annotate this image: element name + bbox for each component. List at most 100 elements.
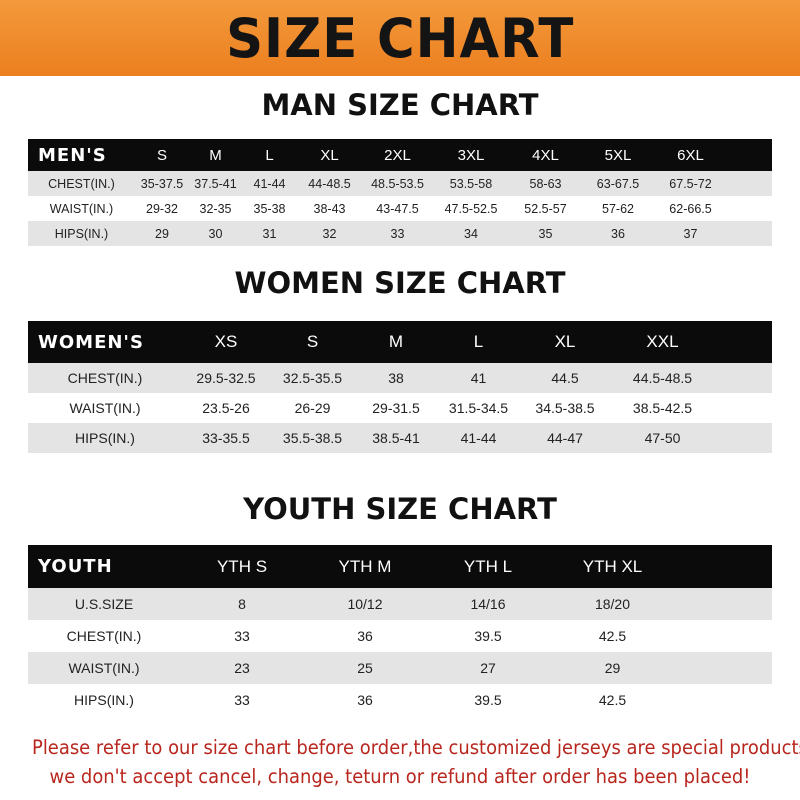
order-notice: Please refer to our size chart before or… [32, 733, 800, 791]
table-cell: YTH M [338, 556, 392, 576]
row-label: CHEST(IN.) [67, 370, 143, 386]
table-cell: 10/12 [347, 596, 383, 612]
table-cell: 4XL [532, 146, 559, 164]
table-cell: YTH XL [582, 556, 643, 576]
table-cell: 31.5-34.5 [448, 400, 509, 416]
table-row: WAIST(IN.) 23.5-26 26-29 29-31.5 31.5-34.5 34… [28, 393, 772, 423]
table-cell: 38.5-41 [372, 430, 420, 446]
row-label: WOMEN'S [38, 331, 144, 353]
row-label: CHEST(IN.) [48, 176, 115, 191]
table-cell: 29 [155, 226, 169, 241]
table-cell: 36 [611, 226, 625, 241]
table-cell: 3XL [457, 146, 485, 164]
row-label: HIPS(IN.) [54, 226, 109, 241]
table-cell: 26-29 [294, 400, 331, 416]
table-cell: S [306, 332, 319, 351]
table-cell: YTH L [463, 556, 513, 576]
women-section-title: WOMEN SIZE CHART [234, 266, 566, 300]
table-row: CHEST(IN.) 35-37.5 37.5-41 41-44 44-48.5 48.5… [28, 171, 772, 196]
notice-line-1: Please refer to our size chart before or… [32, 736, 800, 759]
table-cell: 23.5-26 [202, 400, 250, 416]
men-size-table: MEN'S S M L XL 2XL 3XL 4XL 5XL 6XL CHEST(IN.) 35-37… [28, 139, 772, 246]
table-cell: 63-67.5 [596, 176, 640, 191]
row-label: MEN'S [38, 144, 107, 166]
table-row: HIPS(IN.) 33 36 39.5 42.5 [28, 684, 772, 716]
table-cell: 6XL [677, 146, 704, 164]
table-cell: 29-32 [146, 201, 178, 216]
table-cell: 33-35.5 [202, 430, 250, 446]
table-cell: 35-37.5 [140, 176, 184, 191]
table-cell: L [473, 332, 484, 351]
youth-section-title: YOUTH SIZE CHART [243, 492, 557, 526]
row-label: HIPS(IN.) [74, 692, 134, 708]
table-cell: XXL [646, 332, 679, 351]
table-cell: 32 [322, 226, 337, 241]
notice-line-2: we don't accept cancel, change, teturn o… [49, 765, 751, 788]
table-cell: 31 [262, 226, 277, 241]
table-row: CHEST(IN.) 29.5-32.5 32.5-35.5 38 41 44.5 44.5… [28, 363, 772, 393]
table-cell: 5XL [604, 146, 632, 164]
table-cell: 32-35 [199, 201, 232, 216]
table-cell: 36 [357, 628, 373, 644]
table-cell: 34 [464, 226, 478, 241]
table-cell: 33 [234, 692, 250, 708]
table-cell: 36 [357, 692, 373, 708]
table-cell: 34.5-38.5 [535, 400, 595, 416]
table-cell: 53.5-58 [449, 176, 493, 191]
table-row: U.S.SIZE 8 10/12 14/16 18/20 [28, 588, 772, 620]
youth-size-table: YOUTH YTH S YTH M YTH L YTH XL U.S.SIZE 8 10/12… [28, 545, 772, 716]
table-cell: 29-31.5 [372, 400, 420, 416]
row-label: WAIST(IN.) [49, 201, 114, 216]
row-label: CHEST(IN.) [66, 628, 142, 644]
table-cell: 35.5-38.5 [282, 430, 343, 446]
table-cell: 14/16 [470, 596, 506, 612]
table-cell: 2XL [384, 146, 411, 164]
table-cell: 41-44 [253, 176, 286, 191]
table-cell: 35 [538, 226, 553, 241]
table-cell: 38 [388, 370, 404, 386]
table-cell: 32.5-35.5 [282, 370, 343, 386]
table-cell: 52.5-57 [524, 201, 567, 216]
table-cell: 37.5-41 [194, 176, 237, 191]
table-header-row: MEN'S S M L XL 2XL 3XL 4XL 5XL 6XL [28, 139, 772, 171]
table-cell: M [209, 146, 222, 164]
table-cell: 27 [480, 660, 496, 676]
table-cell: 41-44 [460, 430, 497, 446]
title-banner: SIZE CHART [0, 0, 800, 76]
table-cell: 38.5-42.5 [632, 400, 693, 416]
table-cell: 43-47.5 [376, 201, 419, 216]
table-cell: 44.5-48.5 [632, 370, 693, 386]
table-cell: 42.5 [598, 628, 627, 644]
row-label: WAIST(IN.) [69, 400, 141, 416]
table-cell: 29 [604, 660, 621, 676]
table-cell: 41 [470, 370, 487, 386]
table-cell: 39.5 [474, 628, 502, 644]
table-cell: 62-66.5 [669, 201, 712, 216]
row-label: U.S.SIZE [74, 596, 134, 612]
table-row: HIPS(IN.) 33-35.5 35.5-38.5 38.5-41 41-44 44-… [28, 423, 772, 453]
table-cell: 33 [234, 628, 250, 644]
page-title: SIZE CHART [225, 6, 575, 70]
table-cell: 35-38 [253, 201, 286, 216]
row-label: YOUTH [38, 556, 113, 577]
table-row: CHEST(IN.) 33 36 39.5 42.5 [28, 620, 772, 652]
table-cell: 47.5-52.5 [444, 201, 498, 216]
table-cell: 57-62 [602, 201, 634, 216]
table-cell: S [156, 146, 167, 164]
table-cell: 42.5 [598, 692, 627, 708]
table-cell: YTH S [216, 556, 268, 576]
row-label: WAIST(IN.) [68, 660, 140, 676]
table-cell: 18/20 [594, 596, 631, 612]
table-cell: 33 [390, 226, 405, 241]
table-cell: 30 [208, 226, 223, 241]
table-cell: 29.5-32.5 [196, 370, 256, 386]
table-cell: XL [554, 332, 576, 351]
table-cell: XS [214, 332, 238, 351]
table-cell: 39.5 [474, 692, 502, 708]
table-cell: 38-43 [313, 201, 346, 216]
table-cell: 8 [238, 596, 246, 612]
table-cell: 23 [234, 660, 250, 676]
table-cell: L [265, 146, 274, 164]
table-cell: 37 [683, 226, 698, 241]
table-cell: XL [320, 146, 339, 164]
